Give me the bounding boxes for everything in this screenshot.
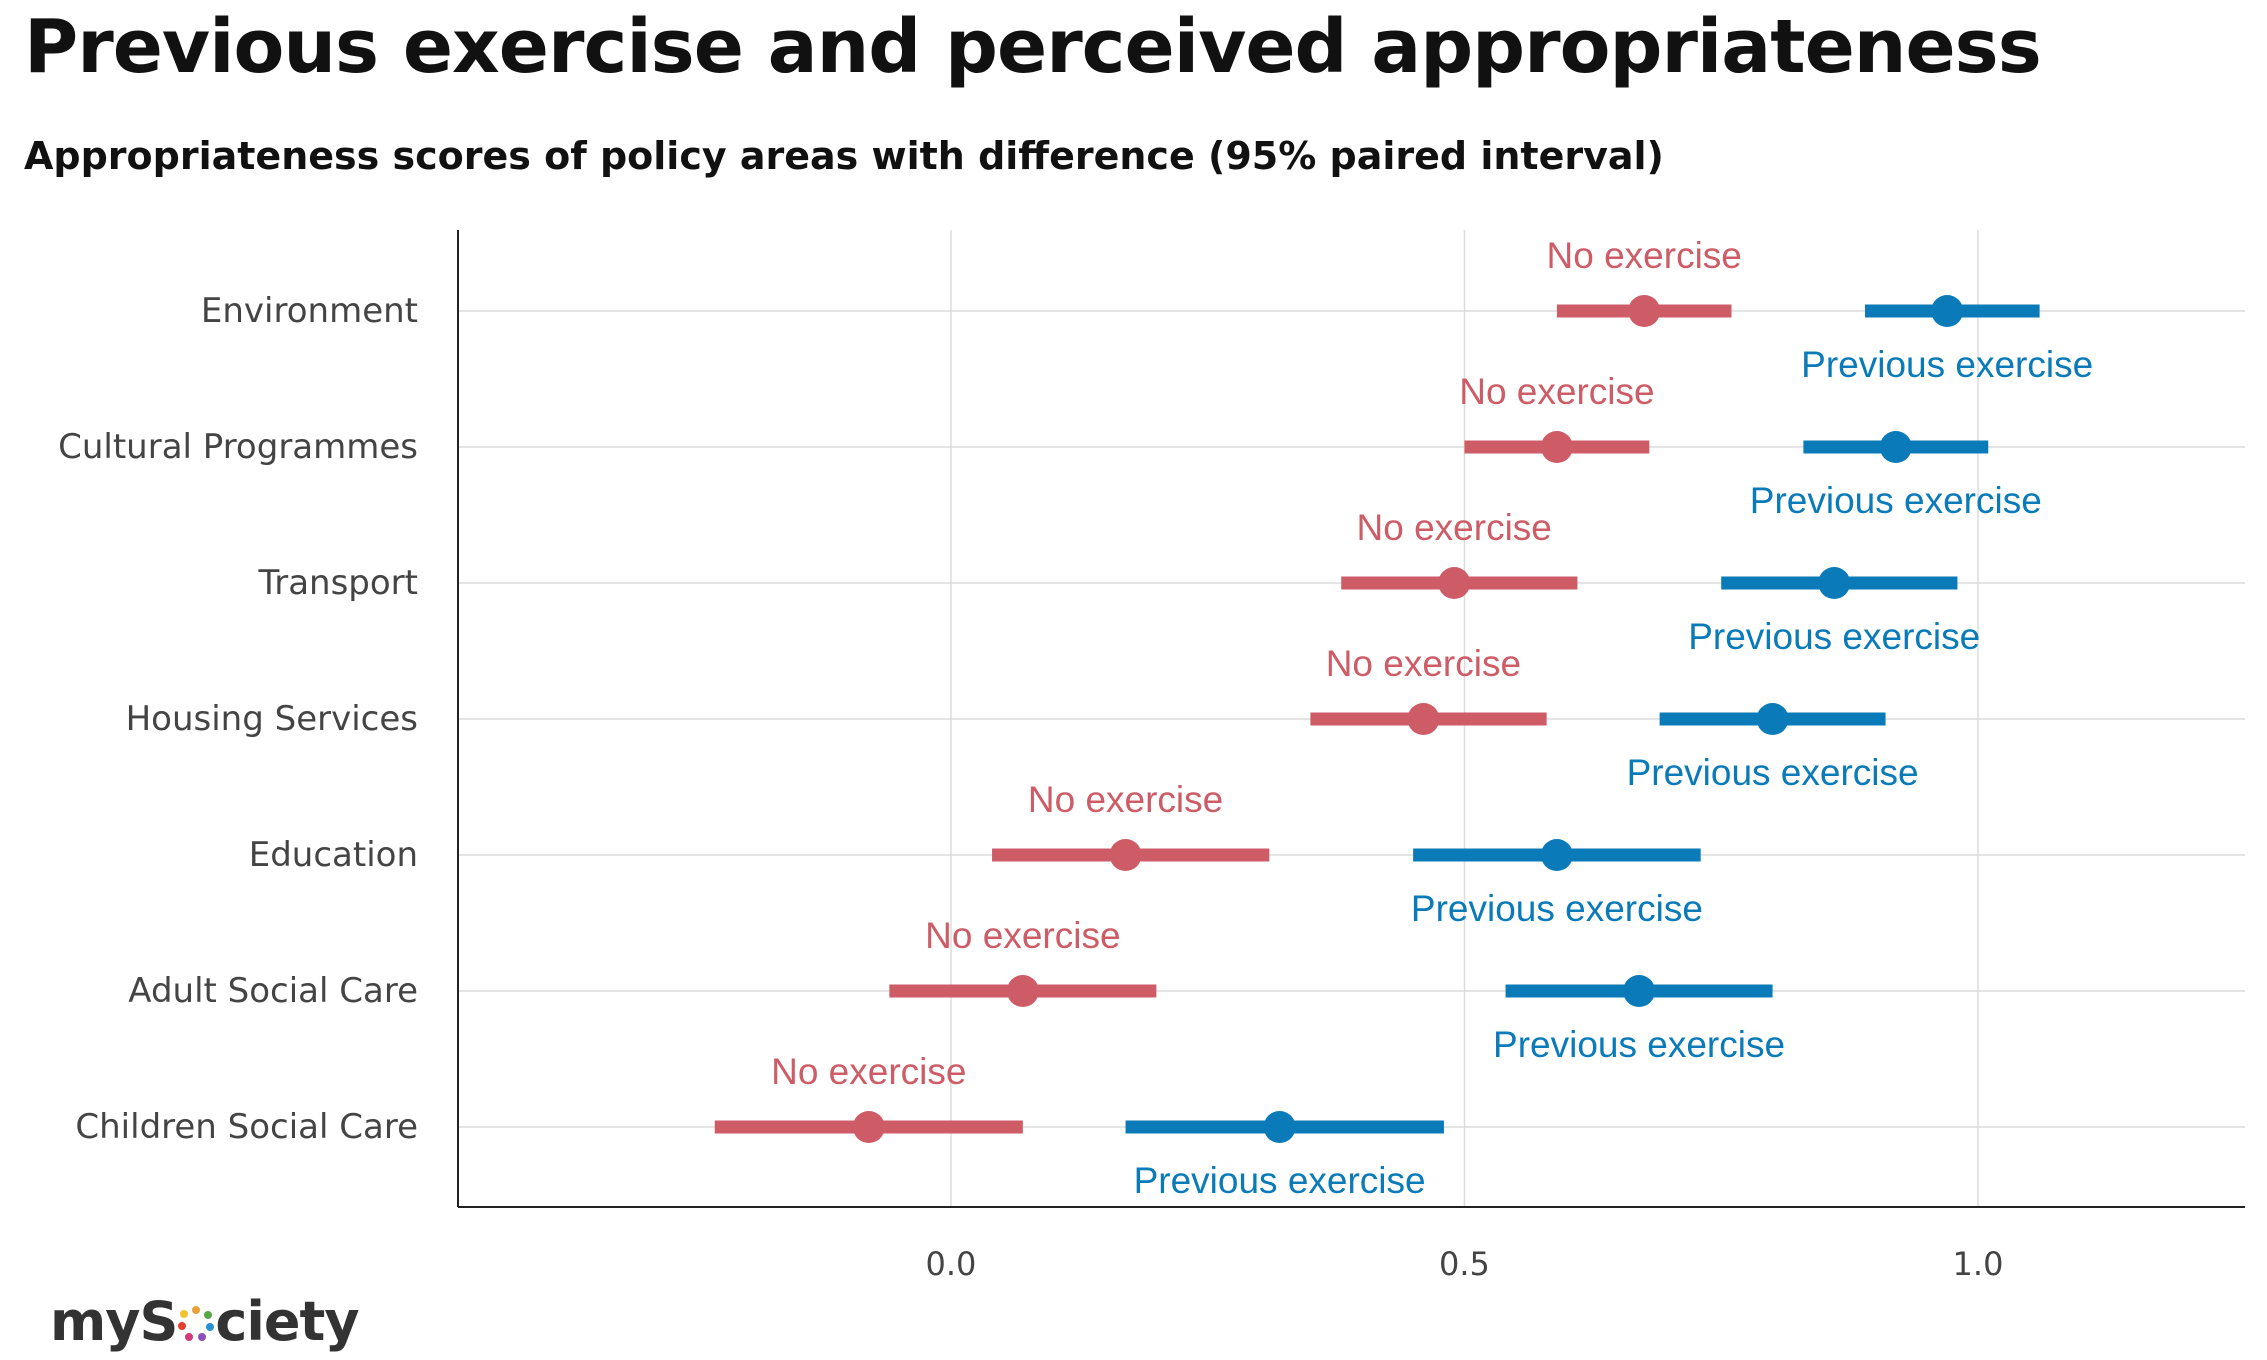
estimate-point	[1540, 431, 1573, 463]
series-label: No exercise	[1028, 779, 1223, 820]
category-label: Transport	[257, 563, 418, 603]
category-label: Adult Social Care	[128, 971, 418, 1011]
x-tick-label: 0.5	[1439, 1245, 1490, 1283]
category-label: Cultural Programmes	[58, 427, 418, 467]
series-label: No exercise	[1459, 371, 1654, 412]
series-label: No exercise	[771, 1051, 966, 1092]
chart-title: Previous exercise and perceived appropri…	[24, 4, 2042, 90]
series-label: Previous exercise	[1688, 616, 1980, 657]
series-label: No exercise	[1326, 643, 1521, 684]
x-tick-label: 1.0	[1953, 1245, 2004, 1283]
series-label: Previous exercise	[1750, 480, 2042, 521]
category-label: Housing Services	[126, 699, 418, 739]
estimate-point	[1931, 295, 1964, 327]
x-tick-label: 0.0	[926, 1245, 977, 1283]
logo-text-end: ciety	[215, 1290, 359, 1353]
series-label: Previous exercise	[1627, 752, 1919, 793]
series-label: Previous exercise	[1801, 344, 2093, 385]
category-label: Education	[249, 835, 418, 875]
chart-subtitle: Appropriateness scores of policy areas w…	[24, 134, 1664, 178]
series-label: No exercise	[1547, 235, 1742, 276]
logo-dots-icon	[178, 1306, 215, 1342]
series-label: Previous exercise	[1134, 1160, 1426, 1201]
estimate-point	[1879, 431, 1912, 463]
series-label: No exercise	[1357, 507, 1552, 548]
series-label: Previous exercise	[1493, 1024, 1785, 1065]
category-label: Children Social Care	[75, 1107, 418, 1147]
estimate-point	[1263, 1111, 1296, 1143]
estimate-point	[1756, 703, 1789, 735]
mysociety-logo: myS ciety	[50, 1290, 360, 1353]
estimate-point	[852, 1111, 885, 1143]
category-label: Environment	[201, 291, 418, 331]
series-label: No exercise	[925, 915, 1120, 956]
estimate-point	[1006, 975, 1039, 1007]
series-label: Previous exercise	[1411, 888, 1703, 929]
estimate-point	[1438, 567, 1471, 599]
estimate-point	[1818, 567, 1851, 599]
estimate-point	[1623, 975, 1656, 1007]
logo-text-start: myS	[50, 1290, 178, 1353]
estimate-point	[1628, 295, 1661, 327]
estimate-point	[1540, 839, 1573, 871]
estimate-point	[1109, 839, 1142, 871]
estimate-point	[1407, 703, 1440, 735]
